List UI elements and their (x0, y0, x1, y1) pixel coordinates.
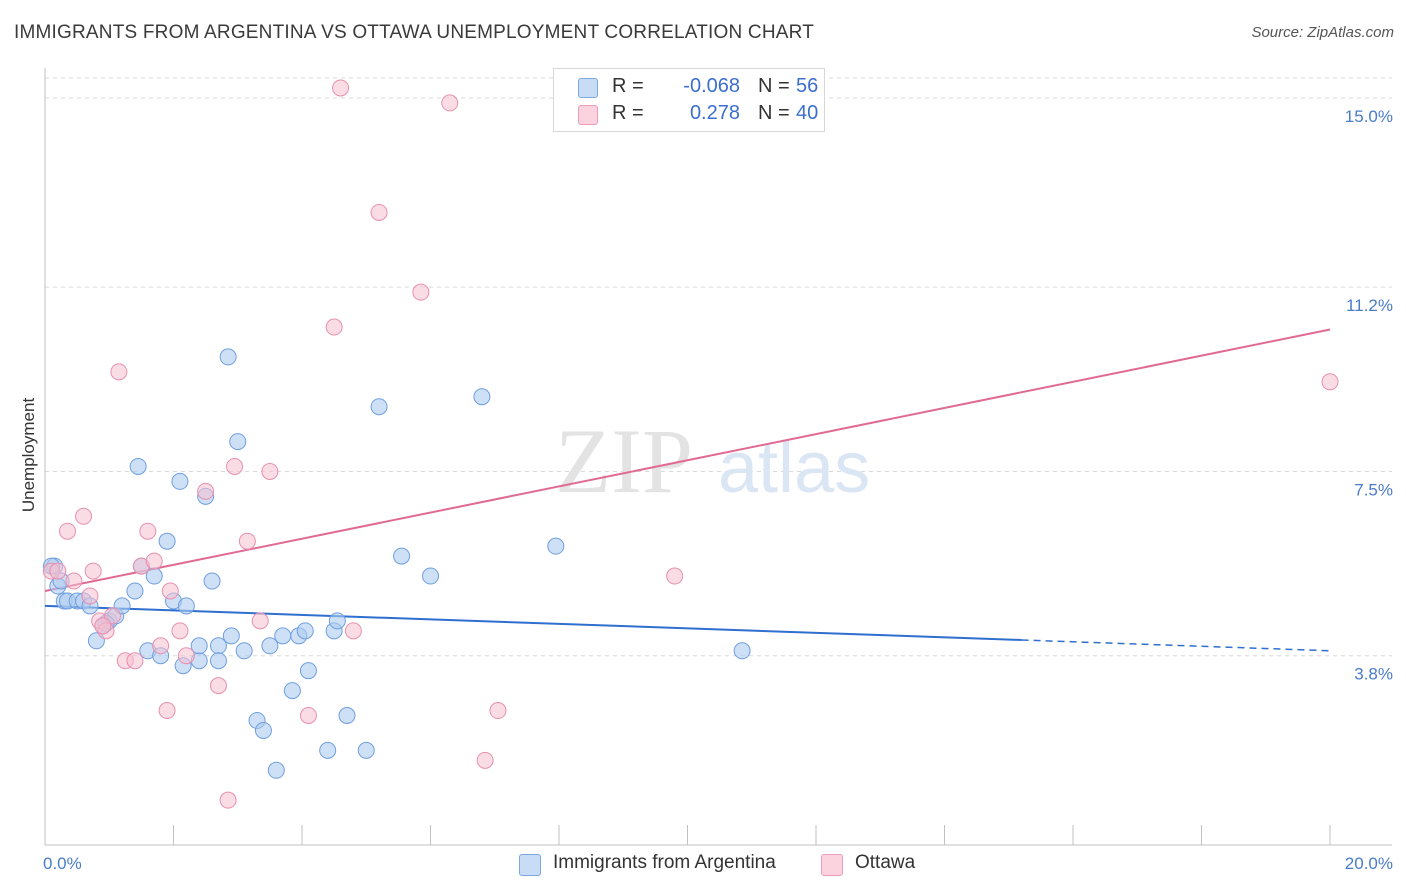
y-tick-label: 15.0% (1345, 107, 1393, 126)
point-argentina (547, 537, 565, 555)
point-argentina (229, 433, 247, 451)
legend-r-value: -0.068 (683, 75, 740, 97)
watermark-zip: ZIP (555, 410, 693, 512)
point-ottawa (299, 707, 317, 725)
legend-n-label: N = (758, 102, 790, 124)
point-ottawa (412, 283, 430, 301)
point-ottawa (65, 572, 83, 590)
trend-lines (44, 328, 1331, 652)
point-ottawa (75, 507, 93, 525)
point-ottawa (238, 532, 256, 550)
point-ottawa (81, 587, 99, 605)
point-ottawa (261, 462, 279, 480)
legend-r-label: R = (612, 75, 644, 97)
chart-title: IMMIGRANTS FROM ARGENTINA VS OTTAWA UNEM… (14, 22, 815, 43)
point-argentina (209, 652, 227, 670)
point-ottawa (49, 562, 67, 580)
tick-labels: 3.8% 7.5% 11.2% 15.0% 0.0% 20.0% (43, 107, 1393, 873)
point-argentina (261, 637, 279, 655)
point-ottawa (251, 612, 269, 630)
bottom-legend-swatch-argentina (519, 854, 541, 876)
legend-r-value: 0.278 (689, 102, 740, 124)
bottom-legend-swatch-ottawa (821, 854, 843, 876)
point-ottawa (344, 622, 362, 640)
watermark-atlas: atlas (718, 428, 870, 508)
point-ottawa (58, 522, 76, 540)
point-ottawa (226, 457, 244, 475)
trend-line-ottawa (44, 328, 1331, 592)
legend-swatch-ottawa (578, 105, 598, 125)
point-argentina (177, 597, 195, 615)
point-argentina (235, 642, 253, 660)
legend-n-value: 40 (796, 102, 819, 124)
point-ottawa (197, 482, 215, 500)
legend-swatch-argentina (578, 78, 598, 98)
point-argentina (328, 612, 346, 630)
legend-n-label: N = (758, 75, 790, 97)
point-argentina (203, 572, 221, 590)
point-ottawa (441, 94, 459, 112)
point-ottawa (152, 637, 170, 655)
point-ottawa (84, 562, 102, 580)
point-ottawa (370, 203, 388, 221)
point-argentina (422, 567, 439, 585)
point-ottawa (177, 647, 195, 665)
x-tick-label: 20.0% (1345, 854, 1393, 873)
legend-r-label: R = (612, 102, 644, 124)
point-ottawa (139, 522, 157, 540)
y-tick-label: 7.5% (1354, 480, 1393, 499)
point-argentina (254, 721, 272, 739)
watermark: ZIP atlas (555, 410, 870, 512)
point-ottawa (158, 702, 176, 720)
point-ottawa (209, 677, 227, 695)
point-argentina (267, 761, 285, 779)
correlation-legend: R = -0.068 N = 56 R = 0.278 N = 40 (553, 68, 825, 132)
point-ottawa (489, 702, 507, 720)
point-ottawa (94, 617, 112, 635)
point-argentina (473, 388, 491, 406)
point-argentina (299, 662, 317, 680)
y-axis-label: Unemployment (19, 398, 38, 513)
point-argentina (357, 741, 375, 759)
point-argentina (158, 532, 176, 550)
point-argentina (370, 398, 388, 416)
point-ottawa (332, 79, 350, 97)
point-ottawa (110, 363, 128, 381)
point-ottawa (145, 552, 163, 570)
point-argentina (283, 682, 301, 700)
trend-line-argentina (44, 604, 1022, 642)
point-ottawa (171, 622, 189, 640)
bottom-legend-label-ottawa: Ottawa (855, 852, 916, 873)
point-ottawa (325, 318, 343, 336)
grid (45, 77, 1392, 657)
trend-line-argentina-extrapolated (1021, 639, 1331, 652)
series-ottawa-points (42, 79, 1339, 809)
axes (44, 68, 1392, 846)
point-ottawa (126, 652, 144, 670)
point-argentina (129, 457, 147, 475)
y-tick-label: 3.8% (1354, 665, 1393, 684)
point-ottawa (476, 751, 494, 769)
point-argentina (219, 348, 237, 366)
point-ottawa (666, 567, 684, 585)
point-ottawa (219, 791, 237, 809)
point-argentina (338, 707, 356, 725)
legend-n-value: 56 (796, 75, 819, 97)
point-argentina (393, 547, 411, 565)
point-argentina (190, 637, 208, 655)
point-argentina (733, 642, 751, 660)
source-label: Source: ZipAtlas.com (1251, 24, 1394, 41)
y-tick-label: 11.2% (1346, 296, 1393, 315)
point-argentina (171, 472, 189, 490)
point-ottawa (1321, 373, 1339, 391)
point-argentina (222, 627, 240, 645)
point-argentina (274, 627, 292, 645)
bottom-legend-label-argentina: Immigrants from Argentina (553, 852, 776, 873)
point-ottawa (161, 582, 179, 600)
point-argentina (296, 622, 314, 640)
point-argentina (126, 582, 144, 600)
point-argentina (319, 741, 337, 759)
x-tick-label: 0.0% (43, 854, 82, 873)
